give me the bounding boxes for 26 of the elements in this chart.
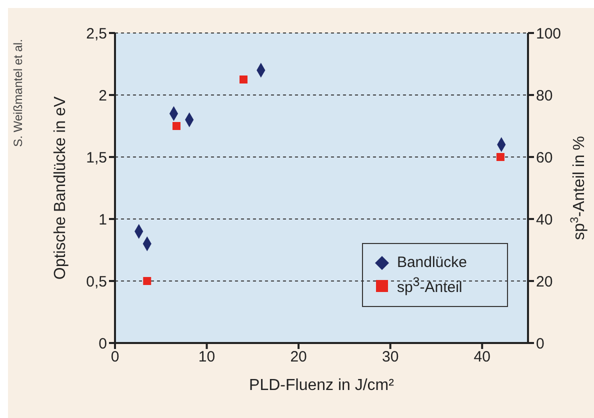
y-tick-label: 0 — [98, 335, 107, 352]
x-axis-title: PLD-Fluenz in J/cm² — [249, 377, 395, 394]
y-tick-label: 1 — [98, 211, 107, 228]
x-tick-label: 30 — [382, 348, 399, 366]
point — [496, 153, 504, 161]
y2-tick-label: 60 — [536, 149, 553, 166]
y-axis-title: Optische Bandlücke in eV — [52, 96, 69, 280]
y2-tick-label: 80 — [536, 87, 553, 104]
legend-label: Bandlücke — [396, 254, 467, 271]
y2-tick-label: 20 — [536, 273, 553, 290]
y-tick-label: 1,5 — [86, 149, 107, 166]
x-tick-label: 0 — [110, 348, 120, 366]
point — [172, 122, 180, 130]
y2-tick-label: 100 — [536, 25, 562, 42]
point — [143, 277, 152, 285]
x-tick-label: 40 — [474, 348, 490, 366]
y-tick-label: 0,5 — [86, 273, 107, 290]
point — [239, 76, 248, 84]
x-tick-label: 20 — [290, 348, 307, 366]
y2-tick-label: 40 — [536, 211, 553, 228]
y-tick-label: 2,5 — [86, 25, 107, 42]
y2-tick-label: 0 — [536, 335, 544, 352]
text: S. Weißmantel et al. — [11, 39, 25, 147]
legend-label: sp$^{3}$-Anteil — [396, 275, 462, 296]
y-tick-label: 2 — [98, 87, 107, 104]
x-tick-label: 10 — [198, 348, 216, 366]
